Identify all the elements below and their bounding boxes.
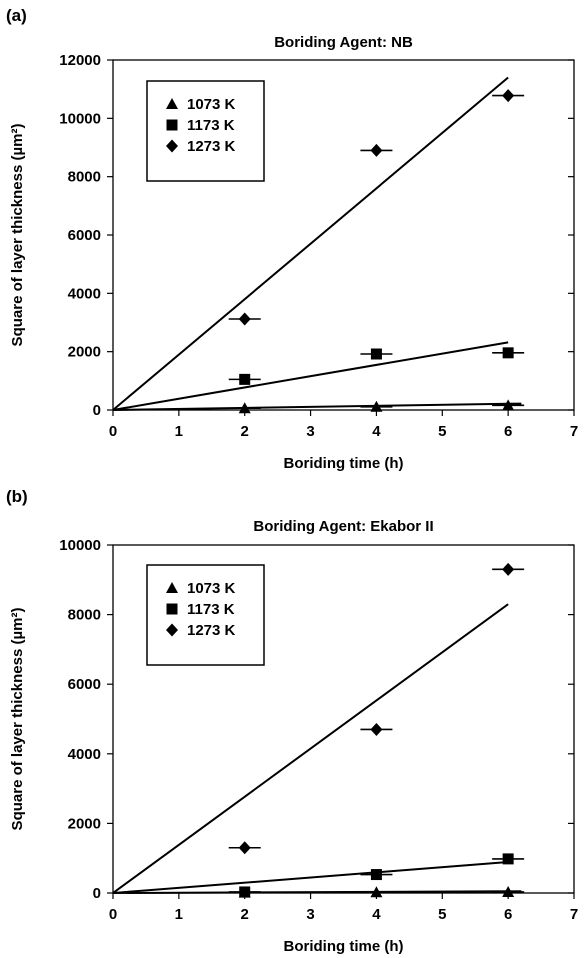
- data-point: [370, 400, 383, 412]
- panel-b-letter: (b): [6, 487, 28, 506]
- chart-title: Boriding Agent: NB: [274, 34, 413, 51]
- x-tick-label: 5: [438, 906, 446, 923]
- x-tick-label: 3: [306, 423, 314, 440]
- x-axis-label: Boriding time (h): [284, 455, 404, 472]
- data-point: [502, 562, 515, 576]
- data-point: [370, 722, 383, 736]
- data-point: [502, 853, 514, 865]
- x-tick-label: 2: [241, 423, 249, 440]
- data-point: [502, 347, 514, 359]
- legend-marker: [166, 603, 178, 615]
- y-tick-label: 12000: [59, 52, 101, 69]
- y-axis-label: Square of layer thickness (µm²): [9, 608, 26, 831]
- legend-label: 1173 K: [187, 601, 235, 618]
- fit-line: [112, 341, 509, 411]
- x-tick-label: 6: [504, 906, 512, 923]
- x-axis-label: Boriding time (h): [284, 938, 404, 955]
- fit-line: [112, 402, 522, 411]
- y-axis-label: Square of layer thickness (µm²): [9, 124, 26, 347]
- y-tick-label: 0: [93, 885, 101, 902]
- fit-line: [112, 76, 509, 411]
- legend-marker: [166, 623, 178, 637]
- legend-label: 1173 K: [187, 117, 235, 134]
- y-tick-label: 6000: [68, 227, 101, 244]
- y-tick-label: 4000: [68, 285, 101, 302]
- x-tick-label: 7: [570, 906, 578, 923]
- x-tick-label: 1: [175, 906, 183, 923]
- legend-box: [146, 80, 265, 182]
- data-point: [239, 373, 251, 385]
- y-tick-label: 2000: [68, 344, 101, 361]
- data-point: [502, 399, 515, 411]
- legend-label: 1273 K: [187, 138, 236, 155]
- chart-title: Boriding Agent: Ekabor II: [253, 518, 433, 535]
- legend-label: 1073 K: [187, 96, 236, 113]
- legend-label: 1073 K: [187, 580, 236, 597]
- y-tick-label: 10000: [59, 110, 101, 127]
- data-point: [238, 402, 251, 414]
- y-tick-label: 2000: [68, 815, 101, 832]
- x-tick-label: 2: [241, 906, 249, 923]
- data-point: [370, 869, 382, 881]
- legend-marker: [166, 98, 178, 109]
- legend-marker: [166, 139, 178, 153]
- fit-line: [112, 861, 509, 894]
- x-tick-label: 0: [109, 423, 117, 440]
- x-tick-label: 6: [504, 423, 512, 440]
- fit-line: [112, 890, 522, 894]
- data-point: [238, 841, 251, 855]
- y-tick-label: 4000: [68, 746, 101, 763]
- y-tick-label: 6000: [68, 676, 101, 693]
- y-tick-label: 0: [93, 402, 101, 419]
- fit-line: [112, 603, 509, 894]
- x-tick-label: 7: [570, 423, 578, 440]
- chart-0: Boriding Agent: NB Boriding time (h) Squar…: [9, 34, 578, 472]
- y-tick-label: 8000: [68, 169, 101, 186]
- legend-marker: [166, 119, 178, 131]
- legend-box: [146, 564, 265, 666]
- x-tick-label: 1: [175, 423, 183, 440]
- data-point: [239, 886, 251, 898]
- x-tick-label: 4: [372, 906, 381, 923]
- data-point: [502, 89, 515, 103]
- legend-marker: [166, 582, 178, 593]
- data-point: [370, 886, 383, 898]
- y-tick-label: 8000: [68, 607, 101, 624]
- x-tick-label: 5: [438, 423, 446, 440]
- data-point: [370, 348, 382, 360]
- data-point: [238, 312, 251, 326]
- data-point: [370, 143, 383, 157]
- data-point: [502, 885, 515, 897]
- chart-1: Boriding Agent: Ekabor II Boriding time (…: [9, 518, 578, 955]
- x-tick-label: 4: [372, 423, 381, 440]
- panel-a-letter: (a): [6, 6, 27, 25]
- x-tick-label: 3: [306, 906, 314, 923]
- y-tick-label: 10000: [59, 537, 101, 554]
- x-tick-label: 0: [109, 906, 117, 923]
- legend-label: 1273 K: [187, 622, 236, 639]
